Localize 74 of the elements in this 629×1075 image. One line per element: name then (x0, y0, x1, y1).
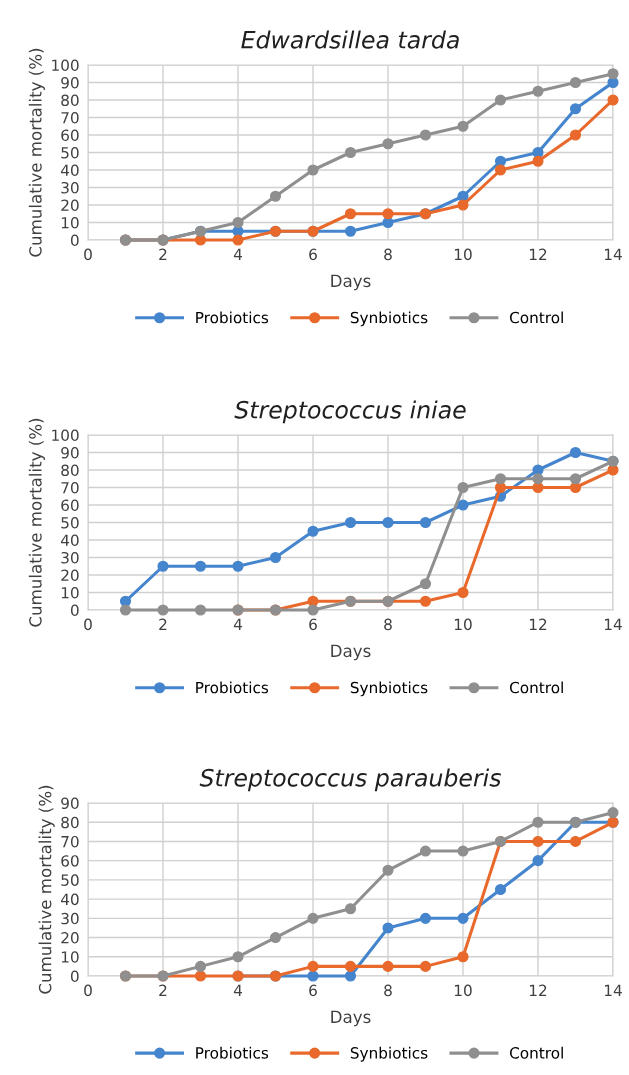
x-tick-label: 10 (454, 248, 472, 261)
x-tick-label: 14 (604, 984, 622, 996)
y-tick-label: 40 (60, 164, 79, 177)
x-tick-label: 2 (159, 248, 167, 260)
chart-title: Edwardsillea tarda (241, 30, 459, 49)
y-tick-label: 50 (61, 874, 79, 886)
y-tick-label: 20 (61, 569, 79, 582)
y-tick-label: 60 (61, 129, 79, 142)
y-tick-label: 80 (61, 464, 79, 477)
y-tick-label: 30 (61, 181, 79, 194)
y-tick-label: 90 (61, 446, 79, 459)
y-tick-label: 10 (61, 586, 79, 599)
x-tick-label: 8 (384, 618, 392, 631)
legend-label: Probiotics (196, 1046, 269, 1059)
x-tick-label: 4 (233, 248, 242, 260)
legend-label: Synbiotics (350, 311, 428, 327)
y-tick-label: 10 (61, 216, 79, 229)
y-tick-label: 0 (70, 970, 79, 983)
x-tick-label: 8 (384, 248, 392, 261)
y-axis-title: Cumulative mortality (%) (28, 48, 45, 257)
x-tick-label: 10 (454, 618, 472, 631)
y-tick-label: 50 (61, 516, 79, 529)
x-tick-label: 4 (233, 984, 242, 996)
legend-label: Control (509, 681, 563, 694)
y-tick-label: 40 (60, 893, 79, 906)
y-tick-label: 0 (70, 234, 79, 247)
x-tick-label: 12 (529, 984, 547, 996)
y-tick-label: 100 (52, 429, 79, 442)
chart-title: Streptococcus parauberis (199, 768, 502, 792)
y-tick-label: 40 (60, 534, 79, 547)
y-tick-label: 30 (61, 912, 79, 925)
chart-title: Streptococcus iniae (234, 400, 466, 424)
y-tick-label: 20 (61, 199, 79, 212)
x-tick-label: 2 (159, 984, 167, 996)
y-tick-label: 90 (61, 76, 79, 89)
x-axis-title: Days (331, 274, 371, 291)
x-tick-label: 6 (309, 984, 317, 997)
y-tick-label: 20 (61, 932, 79, 944)
y-tick-label: 100 (52, 59, 79, 72)
y-tick-label: 60 (61, 855, 79, 867)
y-tick-label: 90 (61, 797, 79, 810)
y-tick-label: 0 (70, 604, 79, 617)
y-axis-title: Cumulative mortality (%) (38, 785, 55, 994)
legend-label: Control (509, 1046, 563, 1059)
y-tick-label: 30 (61, 551, 79, 564)
legend-label: Control (509, 311, 563, 324)
x-tick-label: 6 (309, 248, 317, 261)
x-tick-label: 14 (604, 618, 622, 630)
y-axis-title: Cumulative mortality (%) (28, 418, 45, 627)
y-tick-label: 60 (61, 499, 79, 512)
x-tick-label: 14 (604, 248, 622, 260)
x-tick-label: 10 (454, 984, 472, 997)
x-tick-label: 12 (529, 618, 547, 630)
x-tick-label: 6 (309, 618, 317, 631)
x-tick-label: 4 (233, 618, 242, 630)
y-tick-label: 70 (61, 481, 79, 494)
y-tick-label: 80 (61, 94, 79, 107)
x-tick-label: 0 (84, 248, 92, 261)
legend-label: Synbiotics (350, 681, 428, 697)
x-tick-label: 2 (159, 618, 167, 630)
y-tick-label: 50 (61, 146, 79, 159)
x-tick-label: 0 (84, 618, 92, 631)
y-tick-label: 70 (61, 835, 79, 848)
y-tick-label: 70 (61, 111, 79, 124)
legend-label: Probiotics (196, 681, 269, 694)
x-tick-label: 0 (84, 984, 92, 997)
y-tick-label: 80 (61, 816, 79, 829)
x-axis-title: Days (331, 644, 371, 661)
y-tick-label: 10 (61, 951, 79, 963)
x-axis-title: Days (331, 1010, 371, 1027)
legend-label: Synbiotics (350, 1046, 428, 1062)
legend-label: Probiotics (196, 311, 269, 324)
x-tick-label: 12 (529, 248, 547, 260)
x-tick-label: 8 (384, 984, 392, 997)
